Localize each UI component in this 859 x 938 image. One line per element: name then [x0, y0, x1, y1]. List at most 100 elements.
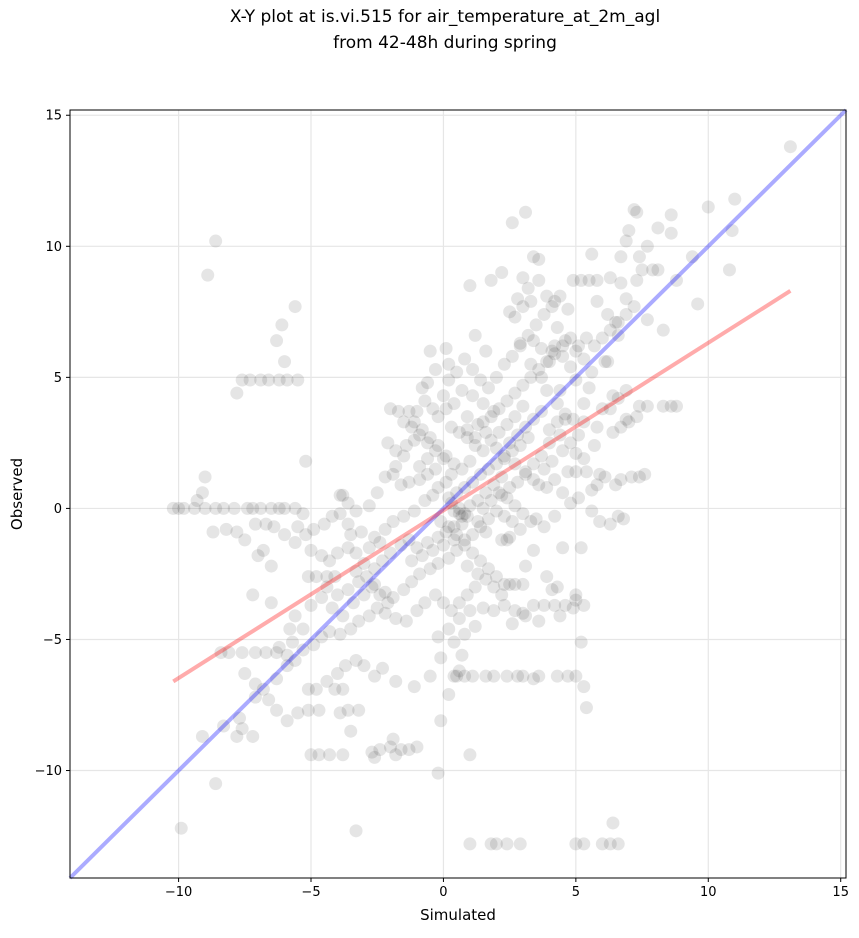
data-point [423, 344, 437, 358]
data-point [516, 606, 530, 620]
data-point [410, 604, 424, 618]
data-point [603, 323, 617, 337]
data-point [632, 399, 646, 413]
data-point [550, 580, 564, 594]
data-point [524, 357, 538, 371]
data-point [587, 339, 601, 353]
data-point [325, 601, 339, 615]
data-point [593, 515, 607, 529]
data-point [434, 714, 448, 728]
data-point [474, 373, 488, 387]
data-point [511, 669, 525, 683]
data-point [497, 509, 511, 523]
data-point [283, 622, 297, 636]
data-point [439, 475, 453, 489]
data-point [426, 543, 440, 557]
data-point [664, 399, 678, 413]
data-point [638, 467, 652, 481]
data-point [526, 672, 540, 686]
data-point [270, 646, 284, 660]
data-point [262, 693, 276, 707]
data-point [288, 609, 302, 623]
data-point [664, 226, 678, 240]
data-point [349, 564, 363, 578]
data-point [341, 517, 355, 531]
data-point [466, 546, 480, 560]
data-point [783, 140, 797, 154]
data-point [452, 425, 466, 439]
y-axis-ticks: −10 −5 0 5 10 15 [35, 109, 70, 779]
data-point [646, 263, 660, 277]
data-point [611, 837, 625, 851]
data-point [415, 423, 429, 437]
data-point [479, 425, 493, 439]
data-point [545, 300, 559, 314]
data-point [452, 596, 466, 610]
data-point [466, 362, 480, 376]
data-point [378, 522, 392, 536]
data-point [516, 577, 530, 591]
data-point [344, 724, 358, 738]
data-point [569, 593, 583, 607]
data-point [532, 252, 546, 266]
identity-line [68, 108, 848, 880]
data-point [524, 515, 538, 529]
data-point [376, 554, 390, 568]
data-point [460, 431, 474, 445]
data-point [519, 559, 533, 573]
data-point [532, 669, 546, 683]
data-point [519, 467, 533, 481]
data-point [497, 452, 511, 466]
data-point [569, 837, 583, 851]
data-point [519, 609, 533, 623]
data-point [399, 614, 413, 628]
data-point [315, 549, 329, 563]
data-point [442, 622, 456, 636]
data-point [471, 567, 485, 581]
data-point [288, 501, 302, 515]
data-point [264, 501, 278, 515]
data-point [270, 334, 284, 348]
data-point [402, 743, 416, 757]
data-point [272, 373, 286, 387]
data-point [640, 239, 654, 253]
data-point [577, 352, 591, 366]
data-point [603, 402, 617, 416]
data-point [548, 347, 562, 361]
data-point [577, 415, 591, 429]
data-point [195, 486, 209, 500]
data-point [349, 504, 363, 518]
data-point [447, 457, 461, 471]
data-point [254, 501, 268, 515]
data-point [556, 541, 570, 555]
data-point [614, 250, 628, 264]
data-point [611, 315, 625, 329]
data-point [492, 486, 506, 500]
data-point [632, 250, 646, 264]
data-point [577, 680, 591, 694]
data-point [500, 394, 514, 408]
data-point [463, 748, 477, 762]
data-point [545, 454, 559, 468]
y-tick-label: 0 [54, 502, 62, 517]
data-point [590, 273, 604, 287]
data-point [418, 394, 432, 408]
data-point [458, 627, 472, 641]
data-point [397, 583, 411, 597]
data-point [421, 452, 435, 466]
data-point [325, 509, 339, 523]
data-point [548, 294, 562, 308]
data-point [450, 669, 464, 683]
data-point [423, 669, 437, 683]
data-point [315, 630, 329, 644]
data-point [701, 200, 715, 214]
data-point [503, 480, 517, 494]
data-point [489, 837, 503, 851]
data-point [362, 609, 376, 623]
data-point [619, 412, 633, 426]
data-point [447, 397, 461, 411]
grid-lines [70, 110, 846, 878]
data-point [251, 549, 265, 563]
data-point [402, 475, 416, 489]
data-point [569, 446, 583, 460]
